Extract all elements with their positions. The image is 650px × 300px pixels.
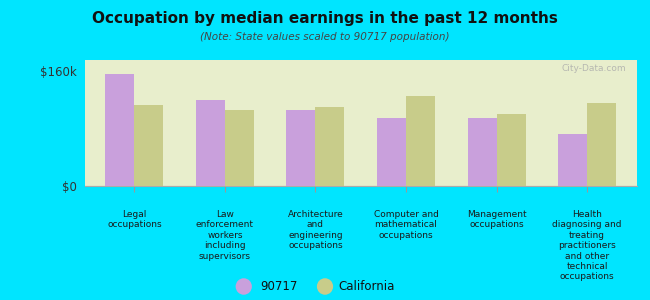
Text: Architecture
and
engineering
occupations: Architecture and engineering occupations <box>287 210 343 250</box>
Bar <box>135 105 163 186</box>
Bar <box>497 114 526 186</box>
Bar <box>587 103 616 186</box>
Bar <box>558 134 587 186</box>
Text: City-Data.com: City-Data.com <box>562 64 626 73</box>
Bar <box>105 74 135 186</box>
Text: Management
occupations: Management occupations <box>467 210 526 230</box>
Bar <box>225 110 254 186</box>
Text: (Note: State values scaled to 90717 population): (Note: State values scaled to 90717 popu… <box>200 32 450 41</box>
Text: Occupation by median earnings in the past 12 months: Occupation by median earnings in the pas… <box>92 11 558 26</box>
Bar <box>315 107 344 186</box>
Text: California: California <box>338 280 395 293</box>
Bar <box>287 110 315 186</box>
Text: 90717: 90717 <box>260 280 298 293</box>
Text: Computer and
mathematical
occupations: Computer and mathematical occupations <box>374 210 439 240</box>
Bar <box>196 100 225 186</box>
Text: Legal
occupations: Legal occupations <box>107 210 162 230</box>
Bar <box>406 96 435 186</box>
Text: Law
enforcement
workers
including
supervisors: Law enforcement workers including superv… <box>196 210 254 261</box>
Bar <box>467 118 497 186</box>
Bar <box>377 118 406 186</box>
Text: Health
diagnosing and
treating
practitioners
and other
technical
occupations: Health diagnosing and treating practitio… <box>552 210 622 281</box>
